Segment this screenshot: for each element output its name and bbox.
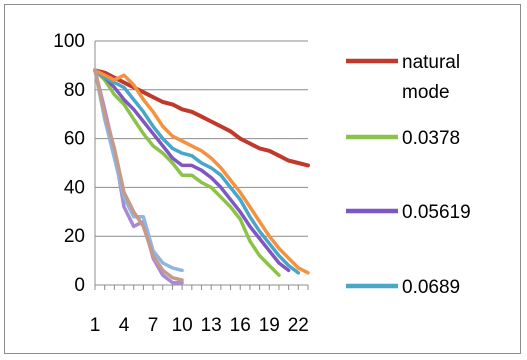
x-tick-label-22: 22 xyxy=(288,315,309,336)
x-tick-label-7: 7 xyxy=(148,315,159,336)
y-tick-label-80: 80 xyxy=(64,80,85,101)
legend-label-3: 0.05619 xyxy=(402,202,471,223)
legend-label-4: 0.0689 xyxy=(402,277,460,298)
x-tick-labels: 1 4 7 10 13 16 19 22 xyxy=(90,315,309,336)
y-tick-label-60: 60 xyxy=(64,129,85,150)
series-line-5 xyxy=(93,68,310,275)
chart-frame xyxy=(4,4,521,354)
x-tick-label-19: 19 xyxy=(259,315,280,336)
x-tick-label-13: 13 xyxy=(201,315,222,336)
series-line-3 xyxy=(93,68,291,273)
series-line-1 xyxy=(93,68,310,168)
gridlines xyxy=(95,40,308,237)
y-tick-label-0: 0 xyxy=(74,275,85,296)
y-tick-labels: 0 20 40 60 80 100 xyxy=(53,31,85,296)
axes xyxy=(94,41,309,290)
y-tick-label-40: 40 xyxy=(64,177,85,198)
legend-label-1: natural mode xyxy=(402,52,460,103)
x-tick-label-16: 16 xyxy=(230,315,251,336)
x-tick-label-1: 1 xyxy=(90,315,101,336)
series-line-4 xyxy=(93,68,301,275)
legend-label-2: 0.0378 xyxy=(402,128,460,149)
x-tick-label-10: 10 xyxy=(172,315,193,336)
x-tick-label-4: 4 xyxy=(119,315,130,336)
series-line-7 xyxy=(93,68,184,273)
y-tick-label-20: 20 xyxy=(64,226,85,247)
series-lines xyxy=(93,68,310,285)
legend: natural mode 0.0378 0.05619 0.0689 xyxy=(346,52,471,298)
y-tick-label-100: 100 xyxy=(53,31,85,52)
series-line-8 xyxy=(93,68,184,282)
series-line-2 xyxy=(93,68,281,277)
